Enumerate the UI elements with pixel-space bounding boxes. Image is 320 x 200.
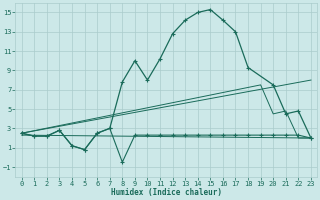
X-axis label: Humidex (Indice chaleur): Humidex (Indice chaleur) (111, 188, 222, 197)
